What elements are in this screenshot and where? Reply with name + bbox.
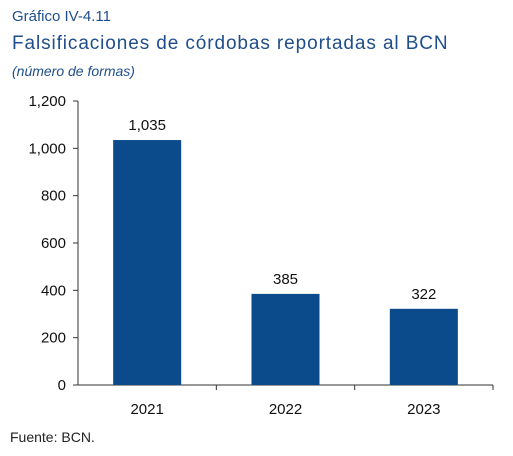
bar-2023 [389, 308, 458, 385]
x-tick-label: 2023 [407, 401, 440, 418]
y-tick-label: 200 [41, 330, 66, 347]
data-label: 385 [273, 271, 298, 288]
y-tick-label: 600 [41, 235, 66, 252]
x-tick-label: 2022 [269, 401, 302, 418]
chart-subtitle: (número de formas) [12, 63, 135, 79]
chart-title: Falsificaciones de córdobas reportadas a… [12, 33, 449, 54]
y-tick-label: 0 [58, 377, 66, 394]
bar-2021 [113, 140, 182, 385]
y-tick-label: 1,000 [28, 140, 66, 157]
bar-2022 [251, 293, 320, 385]
y-tick-label: 800 [41, 188, 66, 205]
y-tick-label: 1,200 [28, 93, 66, 110]
y-tick-label: 400 [41, 282, 66, 299]
x-tick-label: 2021 [130, 401, 163, 418]
source-note: Fuente: BCN. [10, 429, 95, 445]
chart-kicker: Gráfico IV-4.11 [12, 8, 111, 25]
data-label: 1,035 [128, 117, 166, 134]
data-label: 322 [411, 286, 436, 303]
